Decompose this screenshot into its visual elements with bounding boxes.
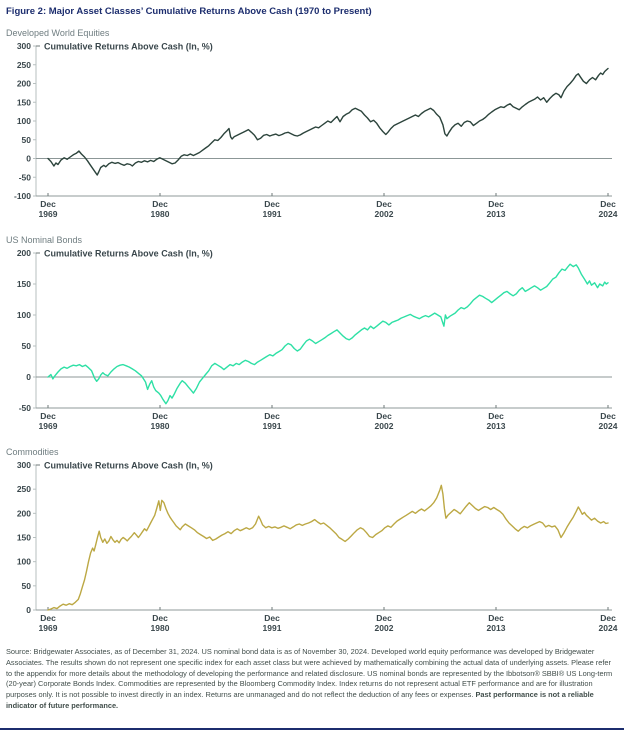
svg-text:100: 100: [17, 557, 31, 567]
svg-text:1980: 1980: [151, 421, 170, 431]
chart-section-commodities: Commodities 300 250 200 150 100 50 0 Dec 1969 Dec…: [6, 447, 618, 638]
svg-text:50: 50: [22, 341, 32, 351]
svg-text:150: 150: [17, 97, 31, 107]
svg-text:Cumulative Returns Above Cash: Cumulative Returns Above Cash (ln, %): [44, 42, 213, 52]
svg-text:2002: 2002: [375, 421, 394, 431]
svg-text:Dec: Dec: [376, 199, 392, 209]
svg-text:200: 200: [17, 248, 31, 258]
svg-text:Dec: Dec: [264, 613, 280, 623]
svg-text:Dec: Dec: [488, 199, 504, 209]
svg-text:Dec: Dec: [488, 411, 504, 421]
svg-text:Dec: Dec: [152, 613, 168, 623]
svg-text:Dec: Dec: [40, 199, 56, 209]
commodities-section-label: Commodities: [6, 447, 59, 457]
svg-text:Cumulative Returns Above Cash: Cumulative Returns Above Cash (ln, %): [44, 249, 213, 259]
svg-text:-50: -50: [19, 172, 32, 182]
svg-text:Dec: Dec: [264, 411, 280, 421]
svg-text:1969: 1969: [39, 421, 58, 431]
svg-text:1991: 1991: [263, 209, 282, 219]
svg-text:Dec: Dec: [600, 411, 616, 421]
svg-text:Dec: Dec: [40, 613, 56, 623]
bottom-rule: [0, 728, 624, 730]
svg-text:1991: 1991: [263, 623, 282, 633]
svg-text:-50: -50: [19, 403, 32, 413]
svg-text:Cumulative Returns Above Cash: Cumulative Returns Above Cash (ln, %): [44, 461, 213, 471]
svg-text:Dec: Dec: [488, 613, 504, 623]
svg-text:150: 150: [17, 533, 31, 543]
footnote-text: Source: Bridgewater Associates, as of De…: [6, 647, 613, 700]
svg-text:300: 300: [17, 460, 31, 470]
svg-text:1980: 1980: [151, 623, 170, 633]
svg-text:2024: 2024: [599, 209, 618, 219]
svg-text:Dec: Dec: [264, 199, 280, 209]
svg-text:Dec: Dec: [376, 613, 392, 623]
svg-text:2013: 2013: [487, 623, 506, 633]
equities-section-label: Developed World Equities: [6, 28, 110, 38]
svg-text:50: 50: [22, 135, 32, 145]
svg-text:Dec: Dec: [152, 411, 168, 421]
svg-text:100: 100: [17, 116, 31, 126]
svg-text:250: 250: [17, 60, 31, 70]
svg-text:200: 200: [17, 79, 31, 89]
svg-text:1991: 1991: [263, 421, 282, 431]
svg-text:-100: -100: [14, 191, 31, 201]
svg-text:2013: 2013: [487, 421, 506, 431]
equities-line-chart: 300250200150100500-50-100Dec1969Dec1980D…: [14, 41, 618, 219]
svg-text:Dec: Dec: [152, 199, 168, 209]
svg-text:200: 200: [17, 508, 31, 518]
svg-text:2002: 2002: [375, 623, 394, 633]
svg-text:0: 0: [26, 154, 31, 164]
svg-text:250: 250: [17, 484, 31, 494]
svg-text:Dec: Dec: [40, 411, 56, 421]
svg-text:2024: 2024: [599, 421, 618, 431]
chart-section-bonds: US Nominal Bonds 200 150 100 50 0 -50 Dec 1969 D…: [6, 235, 618, 436]
svg-text:Dec: Dec: [600, 613, 616, 623]
commodities-line-chart: 300250200150100500Dec1969Dec1980Dec1991D…: [17, 460, 618, 633]
svg-text:2002: 2002: [375, 209, 394, 219]
figure-title: Figure 2: Major Asset Classes’ Cumulativ…: [6, 6, 372, 17]
svg-text:50: 50: [22, 581, 32, 591]
svg-text:2024: 2024: [599, 623, 618, 633]
bonds-section-label: US Nominal Bonds: [6, 235, 83, 245]
svg-text:1969: 1969: [39, 623, 58, 633]
svg-text:300: 300: [17, 41, 31, 51]
chart-section-equities: Developed World Equities 300 250 200 150 100…: [6, 28, 618, 224]
svg-text:1969: 1969: [39, 209, 58, 219]
footnote-bold-text: Past performance is not a reliable indic…: [6, 690, 594, 710]
svg-text:100: 100: [17, 310, 31, 320]
svg-text:Dec: Dec: [600, 199, 616, 209]
svg-text:0: 0: [26, 605, 31, 615]
svg-text:0: 0: [26, 372, 31, 382]
svg-text:150: 150: [17, 279, 31, 289]
svg-text:1980: 1980: [151, 209, 170, 219]
svg-text:Dec: Dec: [376, 411, 392, 421]
svg-text:2013: 2013: [487, 209, 506, 219]
bonds-line-chart: 200150100500-50Dec1969Dec1980Dec1991Dec2…: [17, 248, 618, 431]
source-footnote: Source: Bridgewater Associates, as of De…: [6, 647, 618, 712]
